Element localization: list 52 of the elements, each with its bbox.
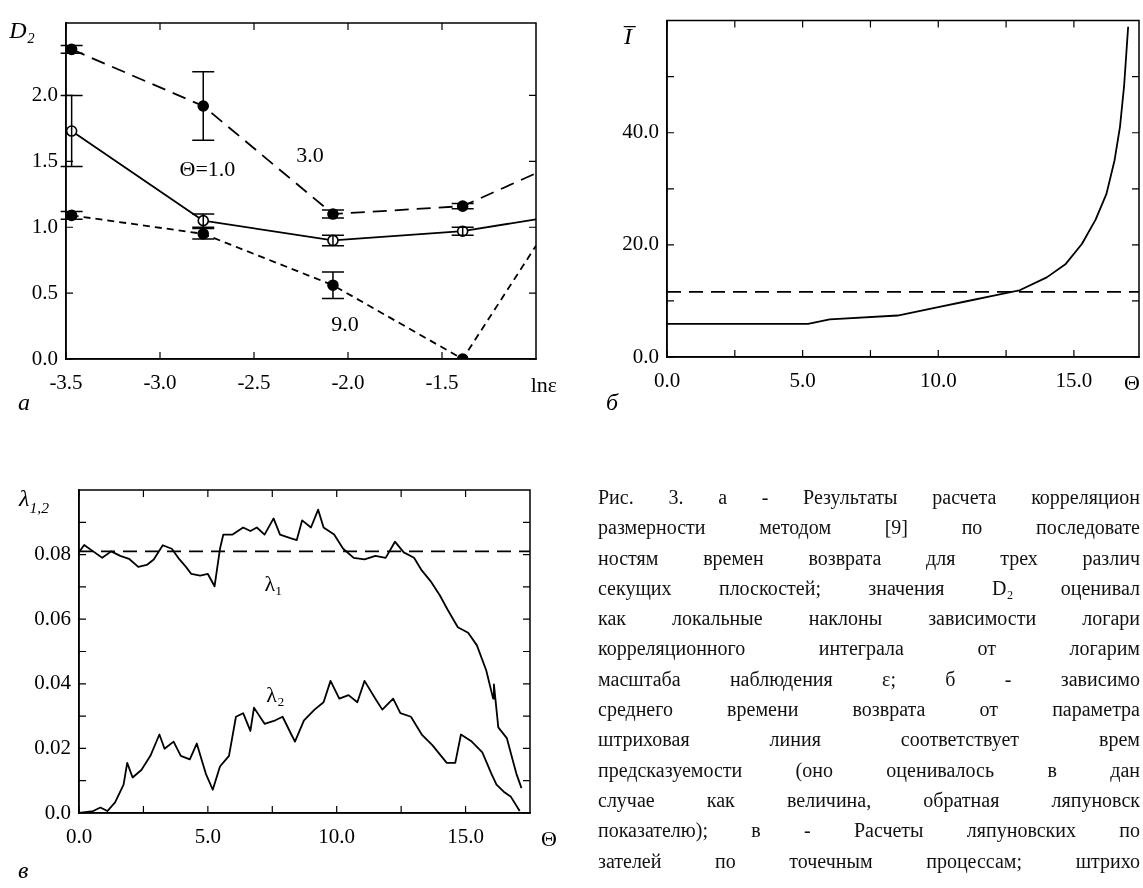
text: а xyxy=(18,389,30,415)
text: размерности методом [9] по последовате xyxy=(598,515,1140,541)
x-tick-label: -1.5 xyxy=(425,370,459,395)
y-axis-title: D₂ xyxy=(8,17,35,43)
y-tick-label: 20.0 xyxy=(622,231,659,256)
series-label: Θ=1.0 xyxy=(179,155,236,181)
x-tick-label: -3.0 xyxy=(143,370,177,395)
x-tick-label: 0.0 xyxy=(65,824,93,849)
text: случае как величина, обратная ляпуновск xyxy=(598,787,1140,814)
y-tick-label: 0.0 xyxy=(31,345,58,370)
y-tick-label: 0.04 xyxy=(34,670,72,695)
x-tick-label: 0.0 xyxy=(653,368,681,393)
y-tick-label: 0.06 xyxy=(34,605,71,630)
y-tick-label: 0.08 xyxy=(34,541,71,566)
x-tick-label: -2.5 xyxy=(237,370,271,395)
y-tick-label: 1.0 xyxy=(31,213,58,238)
series-label: λ₂ xyxy=(266,682,285,708)
y-tick-label: 0.02 xyxy=(34,734,71,759)
text: показателю); в - Расчеты ляпуновских по xyxy=(598,818,1140,844)
text: ностям времен возврата для трех различ xyxy=(598,545,1140,572)
y-tick-label: 0.0 xyxy=(632,343,659,368)
x-axis-title: lnε xyxy=(530,372,558,397)
x-tick-label: 5.0 xyxy=(194,824,221,849)
text: штриховая линия соответствует врем xyxy=(598,727,1140,753)
text: б xyxy=(606,389,619,415)
series-label: 3.0 xyxy=(296,142,324,168)
y-tick-label: 1.5 xyxy=(31,147,58,172)
y-tick-label: 40.0 xyxy=(622,119,659,144)
text: предсказуемости (оно оценивалось в дан xyxy=(598,757,1140,784)
x-tick-label: 10.0 xyxy=(919,368,957,393)
x-tick-label: 15.0 xyxy=(1055,368,1093,393)
text: Рис. 3. а - Результаты расчета корреляцион xyxy=(598,485,1140,511)
x-axis-title: Θ xyxy=(1124,370,1140,395)
x-tick-label: -3.5 xyxy=(49,370,83,395)
y-tick-label: 0.0 xyxy=(44,799,71,824)
text: масштаба наблюдения ε; б - зависимо xyxy=(598,666,1140,693)
text: секущих плоскостей; значения D₂ оценивал xyxy=(598,575,1140,602)
text: среднего времени возврата от параметра xyxy=(598,697,1140,723)
x-tick-label: 15.0 xyxy=(447,824,484,849)
x-tick-label: 10.0 xyxy=(318,824,356,849)
x-axis-title: Θ xyxy=(541,826,557,851)
y-tick-label: 0.5 xyxy=(31,279,58,304)
x-tick-label: 5.0 xyxy=(789,368,816,393)
y-tick-label: 2.0 xyxy=(31,81,58,106)
series-label: 9.0 xyxy=(331,311,359,337)
series-label: λ₁ xyxy=(264,571,283,597)
x-tick-label: -2.0 xyxy=(331,370,365,395)
y-axis-title: I̅ xyxy=(623,23,637,49)
text: корреляционного интеграла от логарим xyxy=(598,636,1140,662)
text: как локальные наклоны зависимости логари xyxy=(598,606,1140,632)
text: зателей по точечным процессам; штрихо xyxy=(598,848,1140,875)
text: в xyxy=(18,857,29,883)
